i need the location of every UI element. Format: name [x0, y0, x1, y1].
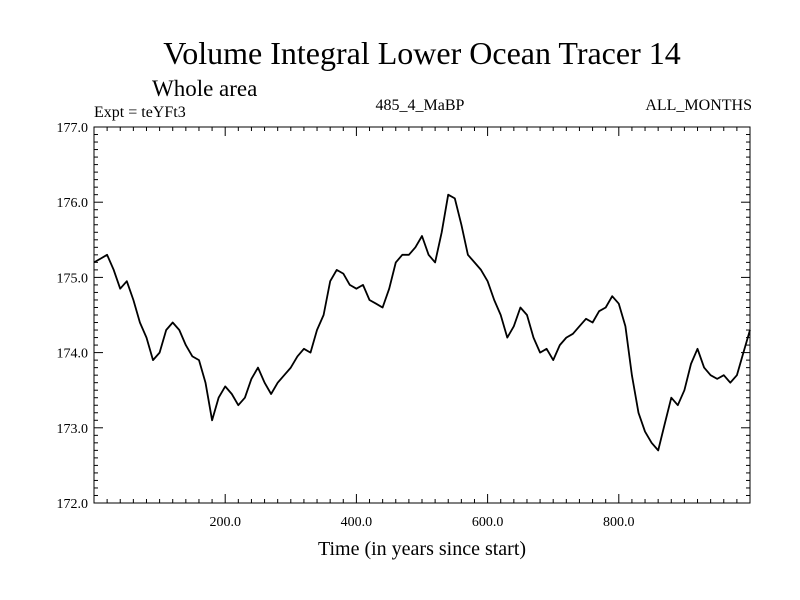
period-label: 485_4_MaBP [376, 97, 465, 114]
x-tick-label: 400.0 [341, 515, 373, 530]
x-tick-label: 200.0 [209, 515, 241, 530]
y-tick-label: 175.0 [57, 271, 89, 286]
x-tick-label: 800.0 [603, 515, 635, 530]
y-tick-label: 173.0 [57, 422, 89, 437]
y-tick-label: 172.0 [57, 497, 89, 512]
x-axis: 200.0 400.0 600.0 800.0 [106, 127, 738, 530]
x-tick-label: 600.0 [472, 515, 504, 530]
x-axis-label: Time (in years since start) [318, 538, 526, 560]
chart-subtitle: Whole area [152, 76, 257, 101]
y-tick-label: 177.0 [57, 121, 89, 136]
y-tick-label: 174.0 [57, 347, 89, 362]
y-tick-label: 176.0 [57, 196, 89, 211]
series-group [93, 193, 751, 452]
chart-title: Volume Integral Lower Ocean Tracer 14 [163, 35, 680, 71]
plot-area-frame [93, 126, 751, 504]
y-axis: 172.0 173.0 174.0 175.0 176.0 177.0 [57, 121, 750, 512]
months-label: ALL_MONTHS [645, 97, 752, 114]
series-line [93, 193, 751, 452]
experiment-label: Expt = teYFt3 [94, 104, 186, 121]
